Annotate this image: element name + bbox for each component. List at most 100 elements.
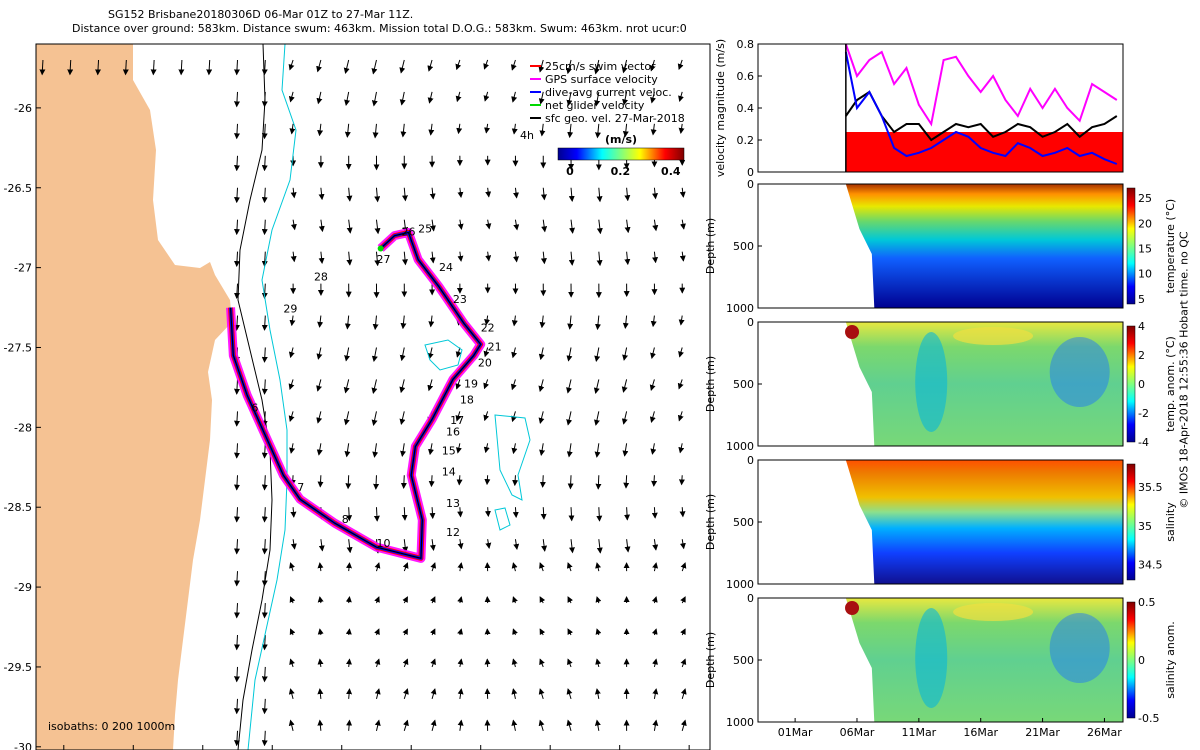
velocity-vector bbox=[483, 347, 490, 358]
day-label: 12 bbox=[446, 526, 460, 539]
velocity-vector bbox=[403, 719, 409, 731]
velocity-vector bbox=[678, 91, 684, 102]
section-colorbar-tick-label: 10 bbox=[1138, 268, 1152, 281]
anomaly-patch bbox=[915, 332, 948, 432]
velocity-vector bbox=[288, 688, 295, 700]
velocity-vector bbox=[430, 658, 436, 668]
velocity-vector bbox=[511, 91, 518, 103]
velocity-vector bbox=[290, 507, 297, 518]
colorbar-title: (m/s) bbox=[605, 133, 637, 146]
velocity-vector bbox=[567, 596, 573, 604]
velocity-vector bbox=[400, 443, 407, 457]
day-label: 26 bbox=[401, 226, 415, 239]
velocity-vector bbox=[484, 123, 491, 134]
velocity-vector bbox=[457, 187, 464, 199]
velocity-vector bbox=[261, 634, 268, 651]
velocity-vector bbox=[568, 539, 575, 554]
velocity-vector bbox=[649, 411, 656, 423]
velocity-vector bbox=[429, 539, 436, 552]
velocity-vector bbox=[233, 698, 240, 715]
map-y-tick-label: -27 bbox=[14, 262, 32, 275]
velocity-vector bbox=[233, 219, 240, 236]
velocity-vector bbox=[566, 411, 573, 426]
velocity-vector bbox=[457, 596, 464, 604]
time-marker: 4h bbox=[520, 129, 534, 142]
velocity-vector bbox=[233, 730, 240, 747]
velocity-vector bbox=[594, 347, 601, 363]
velocity-vector bbox=[289, 658, 295, 668]
velocity-vector bbox=[594, 91, 601, 107]
velocity-vector bbox=[373, 507, 380, 522]
date-tick-label: 21Mar bbox=[1025, 726, 1060, 739]
velocity-vector bbox=[650, 443, 657, 455]
velocity-vector bbox=[568, 507, 575, 522]
imos-credit: © IMOS 18-Apr-2018 12:55:36 Hobart time.… bbox=[1177, 231, 1191, 509]
velocity-vector bbox=[566, 719, 573, 731]
net-glider-velocity-marker bbox=[377, 245, 384, 252]
colorbar-tick-label: 0.4 bbox=[661, 165, 681, 178]
surface-velocity-vectors bbox=[39, 59, 687, 747]
velocity-vector bbox=[678, 315, 685, 326]
velocity-vector bbox=[513, 219, 520, 231]
velocity-vector bbox=[344, 347, 351, 362]
velocity-vector bbox=[678, 443, 685, 454]
velocity-vector bbox=[457, 251, 464, 262]
velocity-vector bbox=[538, 379, 545, 393]
velocity-vector bbox=[595, 315, 601, 331]
day-label: 8 bbox=[342, 513, 349, 526]
velocity-y-tick-label: 0.2 bbox=[737, 134, 755, 147]
velocity-vector bbox=[288, 91, 295, 103]
velocity-vector bbox=[290, 187, 297, 199]
velocity-vector bbox=[233, 443, 240, 459]
day-label: 25 bbox=[418, 222, 432, 235]
velocity-vector bbox=[403, 688, 409, 700]
day-label: 19 bbox=[464, 377, 478, 390]
velocity-vector bbox=[455, 59, 462, 71]
velocity-vector bbox=[346, 251, 353, 266]
velocity-vector bbox=[567, 475, 574, 490]
velocity-vector bbox=[622, 123, 629, 138]
velocity-vector bbox=[566, 688, 573, 700]
isobath-0 bbox=[237, 43, 273, 750]
velocity-vector bbox=[593, 379, 600, 394]
velocity-vector bbox=[595, 475, 602, 490]
velocity-vector bbox=[511, 347, 518, 359]
velocity-vector bbox=[122, 59, 129, 76]
section-colorbar bbox=[1126, 187, 1136, 305]
velocity-vector bbox=[261, 123, 268, 140]
section-field bbox=[845, 322, 1123, 446]
velocity-vector bbox=[566, 443, 573, 458]
velocity-vector bbox=[428, 123, 435, 136]
velocity-vector bbox=[650, 91, 656, 104]
velocity-vector bbox=[649, 59, 656, 72]
velocity-vector bbox=[457, 539, 464, 550]
colorbar-tick-label: 0 bbox=[566, 165, 574, 178]
day-label: 14 bbox=[442, 465, 456, 478]
velocity-vector bbox=[651, 628, 658, 636]
section-panel: 0 500 1000 Depth (m) 0.5 0 -0.5 salinity anom. bbox=[704, 592, 1177, 729]
velocity-vector bbox=[288, 59, 295, 71]
section-colorbar-tick-label: 0 bbox=[1138, 654, 1145, 667]
velocity-vector bbox=[261, 603, 268, 619]
velocity-vector bbox=[513, 539, 520, 550]
velocity-vector bbox=[288, 411, 295, 422]
velocity-vector bbox=[677, 379, 684, 390]
velocity-vector bbox=[318, 187, 325, 201]
velocity-vector bbox=[233, 59, 240, 76]
section-panel: 0 500 1000 Depth (m) 4 2 0 -2 -4 temp. anom. (°C) bbox=[704, 316, 1177, 453]
day-label: 18 bbox=[460, 393, 474, 406]
velocity-vector bbox=[316, 91, 323, 105]
velocity-vector bbox=[569, 219, 576, 234]
day-label: 23 bbox=[453, 293, 467, 306]
velocity-vector bbox=[623, 475, 630, 489]
map-y-tick-label: -29 bbox=[14, 581, 32, 594]
velocity-vector bbox=[540, 251, 547, 265]
velocity-vector bbox=[400, 123, 407, 138]
velocity-vector bbox=[261, 698, 268, 715]
section-colorbar-label: temp. anom. (°C) bbox=[1164, 336, 1177, 432]
velocity-vector bbox=[261, 347, 268, 363]
velocity-vector bbox=[233, 571, 240, 587]
velocity-series-line bbox=[844, 43, 1118, 127]
day-label: 7 bbox=[297, 481, 304, 494]
section-field bbox=[845, 460, 1123, 584]
